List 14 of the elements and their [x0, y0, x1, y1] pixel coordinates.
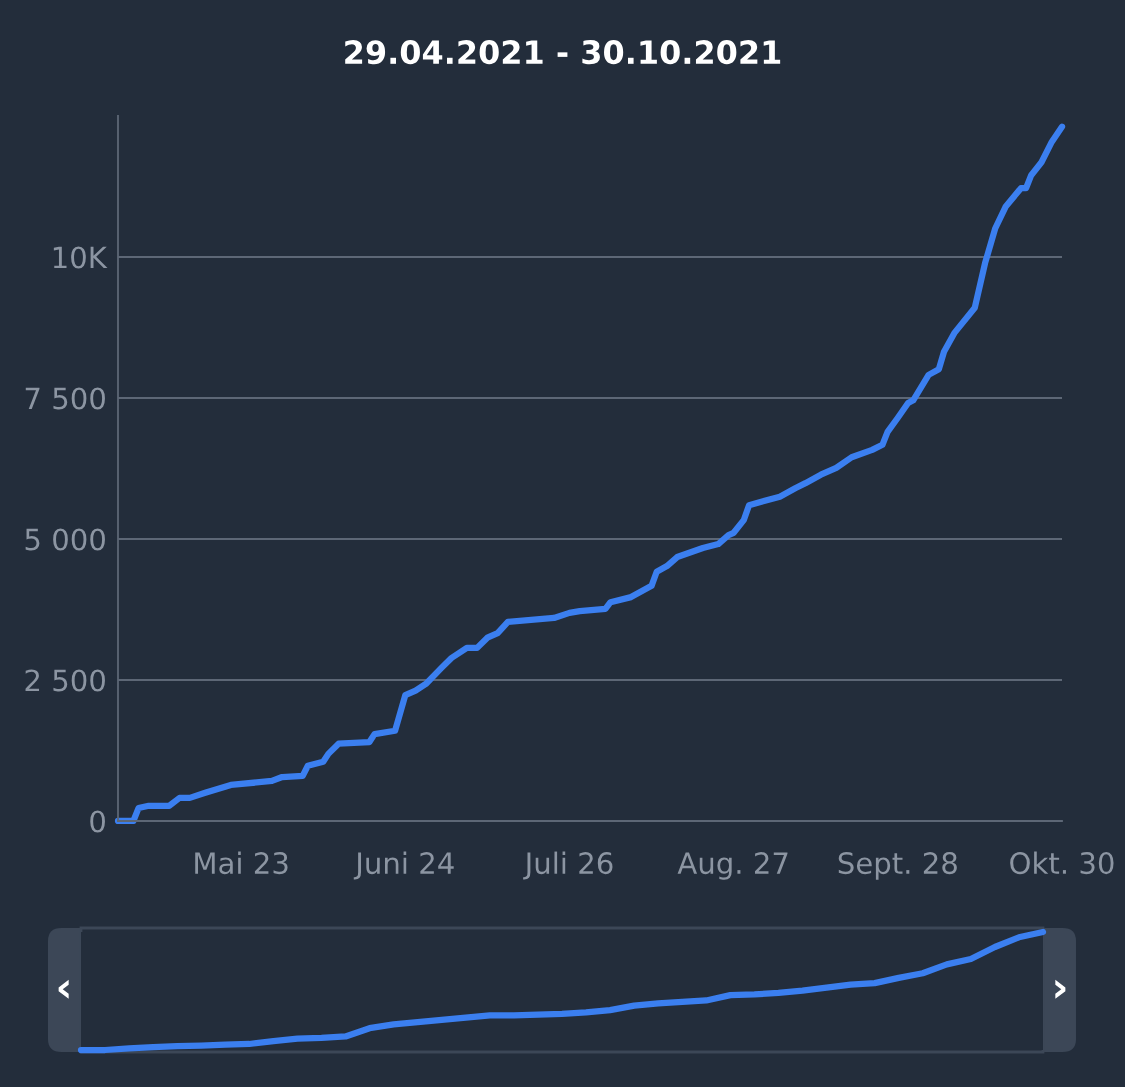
x-tick-label: Mai 23 [195, 851, 288, 875]
x-tick-label: Juni 24 [353, 851, 454, 880]
x-tick-label: Sept. 28 [838, 852, 957, 880]
y-tick-label: 0 [90, 810, 105, 833]
x-tick-label: Aug. 27 [677, 852, 788, 880]
y-tick-label: 7 500 [25, 387, 105, 410]
text: › [1055, 979, 1066, 999]
x-tick-label: Juli 26 [523, 851, 613, 880]
y-tick-label: 10K [53, 246, 108, 269]
y-tick-label: 5 000 [25, 528, 105, 551]
text: ‹ [58, 979, 69, 999]
y-tick-label: 2 500 [25, 669, 105, 692]
chart-title: 29.04.2021 - 30.10.2021 [345, 40, 781, 65]
x-tick-label: Okt. 30 [1010, 851, 1114, 875]
